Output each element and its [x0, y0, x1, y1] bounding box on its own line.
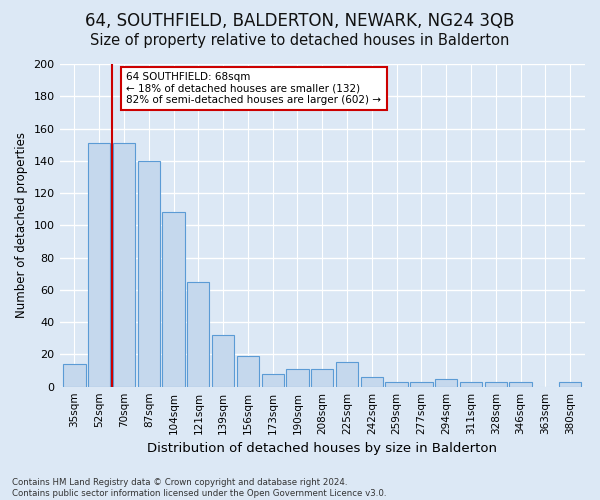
- Bar: [460, 382, 482, 386]
- Bar: [336, 362, 358, 386]
- Bar: [113, 143, 135, 386]
- Bar: [212, 335, 234, 386]
- Bar: [163, 212, 185, 386]
- Bar: [385, 382, 408, 386]
- Text: 64 SOUTHFIELD: 68sqm
← 18% of detached houses are smaller (132)
82% of semi-deta: 64 SOUTHFIELD: 68sqm ← 18% of detached h…: [127, 72, 382, 106]
- Text: 64, SOUTHFIELD, BALDERTON, NEWARK, NG24 3QB: 64, SOUTHFIELD, BALDERTON, NEWARK, NG24 …: [85, 12, 515, 30]
- Bar: [509, 382, 532, 386]
- Bar: [410, 382, 433, 386]
- Bar: [435, 378, 457, 386]
- Text: Contains HM Land Registry data © Crown copyright and database right 2024.
Contai: Contains HM Land Registry data © Crown c…: [12, 478, 386, 498]
- Y-axis label: Number of detached properties: Number of detached properties: [15, 132, 28, 318]
- Bar: [88, 143, 110, 386]
- Bar: [237, 356, 259, 386]
- X-axis label: Distribution of detached houses by size in Balderton: Distribution of detached houses by size …: [147, 442, 497, 455]
- Bar: [63, 364, 86, 386]
- Bar: [286, 369, 308, 386]
- Text: Size of property relative to detached houses in Balderton: Size of property relative to detached ho…: [91, 32, 509, 48]
- Bar: [187, 282, 209, 387]
- Bar: [559, 382, 581, 386]
- Bar: [485, 382, 507, 386]
- Bar: [311, 369, 334, 386]
- Bar: [262, 374, 284, 386]
- Bar: [137, 161, 160, 386]
- Bar: [361, 377, 383, 386]
